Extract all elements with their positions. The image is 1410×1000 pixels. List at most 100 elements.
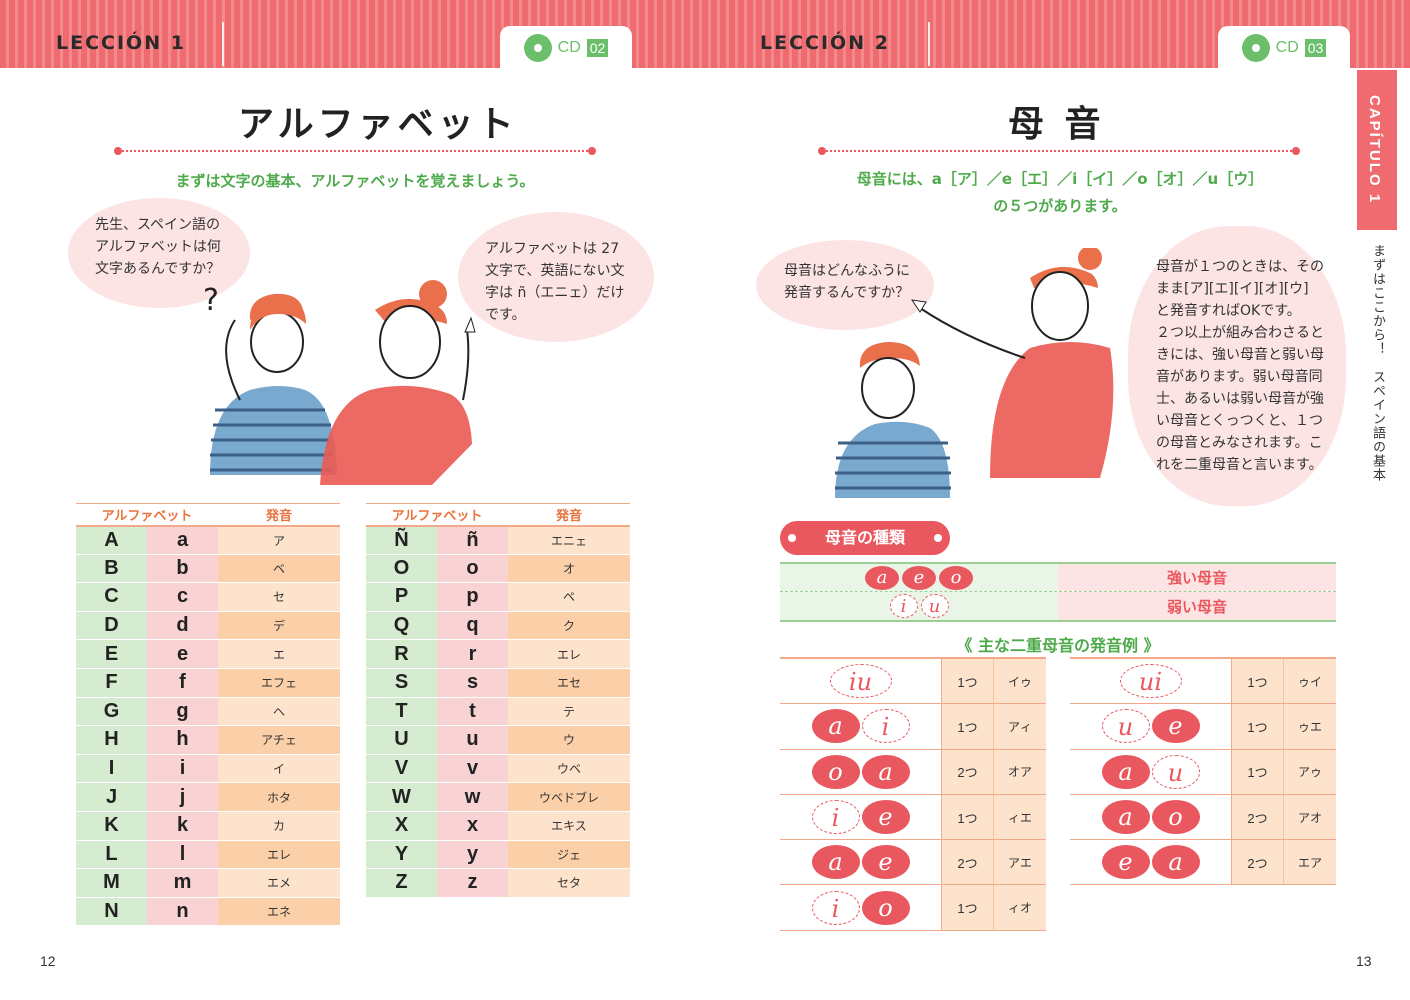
diphthong-pronunciation: ィオ	[994, 885, 1046, 930]
diphthong-pronunciation: アオ	[1284, 794, 1336, 840]
title-underline	[114, 147, 596, 155]
uppercase-letter: B	[76, 554, 147, 584]
syllable-count: 1つ	[1232, 659, 1284, 704]
letter-pronunciation: テ	[508, 697, 630, 727]
strong-vowel: e	[861, 800, 910, 835]
letter-pronunciation: エ	[218, 639, 340, 669]
speech-bubble-student: 母音はどんなふうに 発音するんですか？	[756, 240, 934, 330]
diphthong-row: iu 1つ イゥ	[780, 659, 1046, 705]
diphthong-row: e a 2つ エア	[1070, 840, 1336, 886]
vowel-types-label: 母音の種類	[780, 521, 950, 555]
diphthong-row: i o 1つ ィオ	[780, 885, 1046, 931]
letter-pronunciation: セ	[218, 582, 340, 612]
diphthong-pronunciation: ィエ	[994, 794, 1046, 840]
lead-line-2: の５つがあります。	[993, 197, 1127, 215]
cd-number: 02	[586, 39, 609, 57]
illustration-students: ?	[203, 280, 476, 485]
syllable-count: 1つ	[1232, 749, 1284, 794]
page-title: 母 音	[1008, 104, 1105, 145]
letter-pronunciation: ヘ	[218, 697, 340, 727]
syllable-count: 2つ	[942, 749, 994, 794]
diphthong-pronunciation: アィ	[994, 704, 1046, 749]
bubble-text: 母音はどんなふうに 発音するんですか？	[784, 263, 910, 301]
lowercase-letter: l	[147, 840, 218, 870]
uppercase-letter: J	[76, 782, 147, 812]
uppercase-letter: U	[366, 725, 437, 755]
vowel-letter: i	[1154, 668, 1163, 697]
lowercase-letter: t	[437, 697, 508, 727]
chapter-side-tab	[1357, 70, 1397, 230]
letter-pronunciation: ベ	[218, 554, 340, 584]
lowercase-letter: d	[147, 611, 218, 641]
lesson-1-label: LECCIÓN 1	[56, 32, 186, 54]
bubble-text: 母音が１つのときは、その まま[ア][エ][イ][オ][ウ] と発音すればOKで…	[1156, 259, 1324, 473]
vowel-letter: i	[848, 668, 857, 697]
letter-pronunciation: エレ	[508, 639, 630, 669]
lead-text: まずは文字の基本、アルファベットを覚えましょう。	[175, 172, 535, 190]
lowercase-letter: a	[147, 525, 218, 555]
weak-vowel: u	[920, 594, 949, 618]
lowercase-letter: g	[147, 697, 218, 727]
diphthong-pronunciation: アゥ	[1284, 749, 1336, 794]
lowercase-letter: z	[437, 868, 508, 898]
uppercase-letter: D	[76, 611, 147, 641]
letter-pronunciation: オ	[508, 554, 630, 584]
strong-vowel: e	[1101, 845, 1150, 880]
diphthong-row: a e 2つ アエ	[780, 840, 1046, 886]
uppercase-letter: S	[366, 668, 437, 698]
strong-vowel: e	[1151, 709, 1200, 744]
uppercase-letter: A	[76, 525, 147, 555]
diphthong-vowels: ui	[1070, 659, 1232, 704]
diphthong-pronunciation: アエ	[994, 840, 1046, 885]
bubble-text: 先生、スペイン語の アルファベットは何 文字あるんですか？	[95, 217, 221, 277]
syllable-count: 1つ	[942, 659, 994, 704]
uppercase-letter: L	[76, 840, 147, 870]
weak-vowel: u	[1101, 709, 1150, 744]
cd-track-02[interactable]: CD 02	[500, 26, 632, 70]
page-number-right: 13	[1356, 953, 1372, 969]
diphthong-row: ui 1つ ゥイ	[1070, 659, 1336, 705]
title-underline	[818, 147, 1300, 155]
uppercase-letter: O	[366, 554, 437, 584]
strong-vowel: a	[1101, 800, 1150, 835]
uppercase-letter: P	[366, 582, 437, 612]
letter-pronunciation: エメ	[218, 868, 340, 898]
uppercase-letter: Q	[366, 611, 437, 641]
bubble-text: アルファベットは 27 文字で、英語にない文 字は ñ（エニェ）だけ です。	[485, 241, 625, 323]
lesson-2-label: LECCIÓN 2	[760, 32, 890, 54]
diphthong-row: o a 2つ オア	[780, 749, 1046, 795]
uppercase-letter: G	[76, 697, 147, 727]
col-header-alphabet: アルファベット	[366, 503, 508, 527]
col-header-pronunciation: 発音	[508, 503, 630, 527]
strong-vowel: o	[811, 754, 860, 789]
uppercase-letter: Y	[366, 840, 437, 870]
page-title: アルファベット	[238, 104, 518, 145]
cd-number: 03	[1304, 39, 1327, 57]
uppercase-letter: I	[76, 754, 147, 784]
uppercase-letter: R	[366, 639, 437, 669]
lowercase-letter: x	[437, 811, 508, 841]
lowercase-letter: v	[437, 754, 508, 784]
strong-vowel: a	[1101, 754, 1150, 789]
lowercase-letter: m	[147, 868, 218, 898]
cd-track-03[interactable]: CD 03	[1218, 26, 1350, 70]
